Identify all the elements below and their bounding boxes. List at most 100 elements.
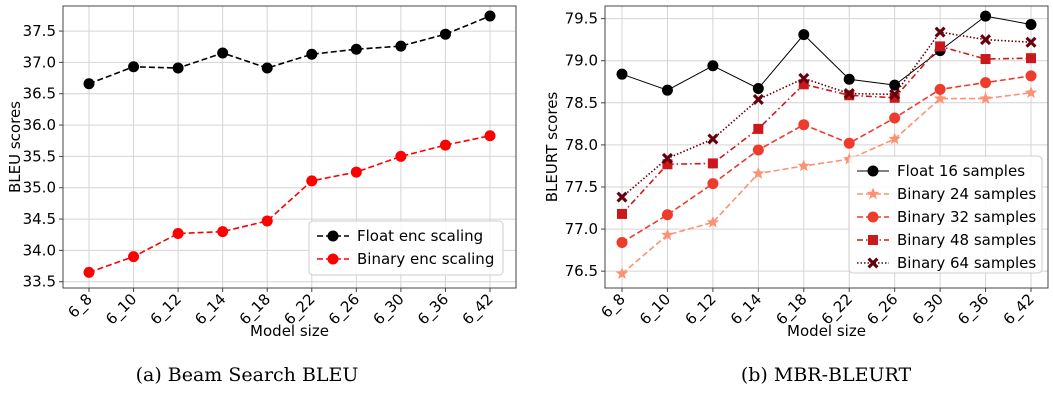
data-point — [1025, 36, 1037, 48]
x-tick-label: 6_12 — [681, 290, 720, 329]
data-point — [889, 88, 901, 100]
series-line — [621, 31, 1032, 198]
data-point — [979, 92, 992, 104]
data-point — [888, 132, 901, 145]
x-tick-label: 6_36 — [954, 290, 993, 329]
data-point — [172, 62, 184, 74]
data-point — [661, 209, 673, 221]
data-point — [843, 137, 855, 149]
data-point — [707, 133, 719, 145]
y-axis: 76.5 77.0 77.5 78.0 78.5 79.0 79.5 — [565, 10, 605, 280]
chart-mbr-bleurt: 76.577.077.578.078.579.079.56_8 6_10 6_12 6… — [543, 5, 1049, 386]
data-point — [350, 43, 362, 55]
data-point — [798, 79, 809, 90]
x-tick-label: 6_36 — [414, 290, 453, 329]
legend-item-binary-24-samples: Binary 24 samples — [857, 185, 1036, 203]
y-tick-label: 34.5 — [23, 210, 56, 228]
legend-label: Binary 32 samples — [897, 208, 1036, 226]
legend: Float 16 samples Binary 24 samples Binary … — [848, 155, 1043, 274]
data-point — [217, 226, 229, 238]
data-point — [615, 267, 629, 279]
y-tick-label: 76.5 — [565, 262, 598, 280]
data-point — [439, 28, 451, 40]
legend-label: Binary enc scaling — [357, 250, 494, 268]
chart-beam-search-bleu: 33.534.034.535.035.536.036.537.037.56_8 6… — [6, 5, 517, 386]
data-point — [1026, 53, 1036, 64]
legend-item-binary-48-samples: Binary 48 samples — [857, 231, 1036, 249]
x-tick-label: 6_26 — [863, 290, 902, 329]
series-line — [88, 134, 491, 274]
y-tick-label: 79.5 — [565, 10, 598, 28]
x-tick-label: 6_10 — [636, 290, 675, 329]
data-point — [752, 167, 765, 179]
data-point — [616, 68, 628, 80]
data-point — [83, 78, 95, 90]
data-point — [439, 139, 451, 151]
data-point — [83, 266, 95, 278]
data-point — [707, 158, 718, 169]
x-tick-label: 6_26 — [325, 290, 364, 329]
y-tick-label: 37.5 — [23, 22, 56, 40]
data-point — [706, 215, 720, 228]
data-point — [128, 251, 140, 263]
data-point — [798, 29, 810, 41]
series-float-enc-scaling — [83, 10, 496, 90]
legend-marker — [327, 253, 339, 265]
data-point — [261, 62, 273, 74]
legend-item-float-enc-scaling: Float enc scaling — [317, 227, 483, 245]
legend-marker — [327, 230, 339, 242]
series-line — [621, 15, 1032, 91]
legend-marker — [867, 165, 879, 177]
data-point — [933, 92, 947, 104]
y-tick-label: 34.0 — [23, 241, 56, 259]
data-point — [707, 60, 719, 72]
legend-box — [848, 155, 1043, 274]
data-point — [934, 26, 946, 38]
data-point — [1024, 86, 1038, 98]
legend-box — [308, 220, 504, 276]
data-point — [980, 77, 992, 89]
y-tick-label: 33.5 — [23, 273, 56, 291]
legend-label: Float 16 samples — [897, 162, 1025, 180]
x-tick-label: 6_14 — [727, 290, 766, 329]
data-point — [128, 61, 140, 73]
x-tick-label: 6_42 — [1000, 290, 1039, 329]
plot-area — [62, 5, 517, 289]
data-point — [753, 123, 764, 134]
x-axis-label: Model size — [250, 322, 329, 340]
x-tick-label: 6_30 — [369, 290, 408, 329]
y-tick-label: 78.0 — [565, 136, 598, 154]
y-tick-label: 35.5 — [23, 147, 56, 165]
data-point — [752, 82, 764, 94]
y-tick-label: 79.0 — [565, 52, 598, 70]
y-tick-label: 78.5 — [565, 94, 598, 112]
x-tick-label: 6_8 — [64, 290, 96, 322]
legend: Float enc scaling Binary enc scaling — [308, 220, 504, 276]
data-point — [1025, 19, 1037, 31]
data-point — [798, 119, 810, 131]
legend-label: Binary 64 samples — [897, 254, 1036, 272]
x-tick-label: 6_12 — [147, 290, 186, 329]
data-point — [350, 166, 362, 178]
series-line — [621, 91, 1032, 275]
data-point — [661, 228, 674, 241]
legend-marker — [868, 235, 878, 245]
data-point — [752, 93, 764, 105]
legend-item-float-16-samples: Float 16 samples — [857, 162, 1025, 180]
figure-caption: (b) MBR-BLEURT — [741, 364, 912, 386]
legend-label: Binary 48 samples — [897, 231, 1036, 249]
data-point — [484, 130, 496, 142]
data-point — [935, 41, 946, 52]
data-point — [934, 83, 946, 95]
data-point — [395, 150, 407, 162]
x-tick-label: 6_42 — [459, 290, 498, 329]
data-point — [661, 84, 673, 96]
legend-label: Float enc scaling — [357, 227, 483, 245]
legend-marker — [867, 257, 879, 269]
legend-item-binary-enc-scaling: Binary enc scaling — [317, 250, 494, 268]
series-line — [621, 45, 1032, 215]
data-point — [306, 175, 318, 187]
data-point — [662, 159, 673, 170]
data-point — [752, 144, 764, 156]
